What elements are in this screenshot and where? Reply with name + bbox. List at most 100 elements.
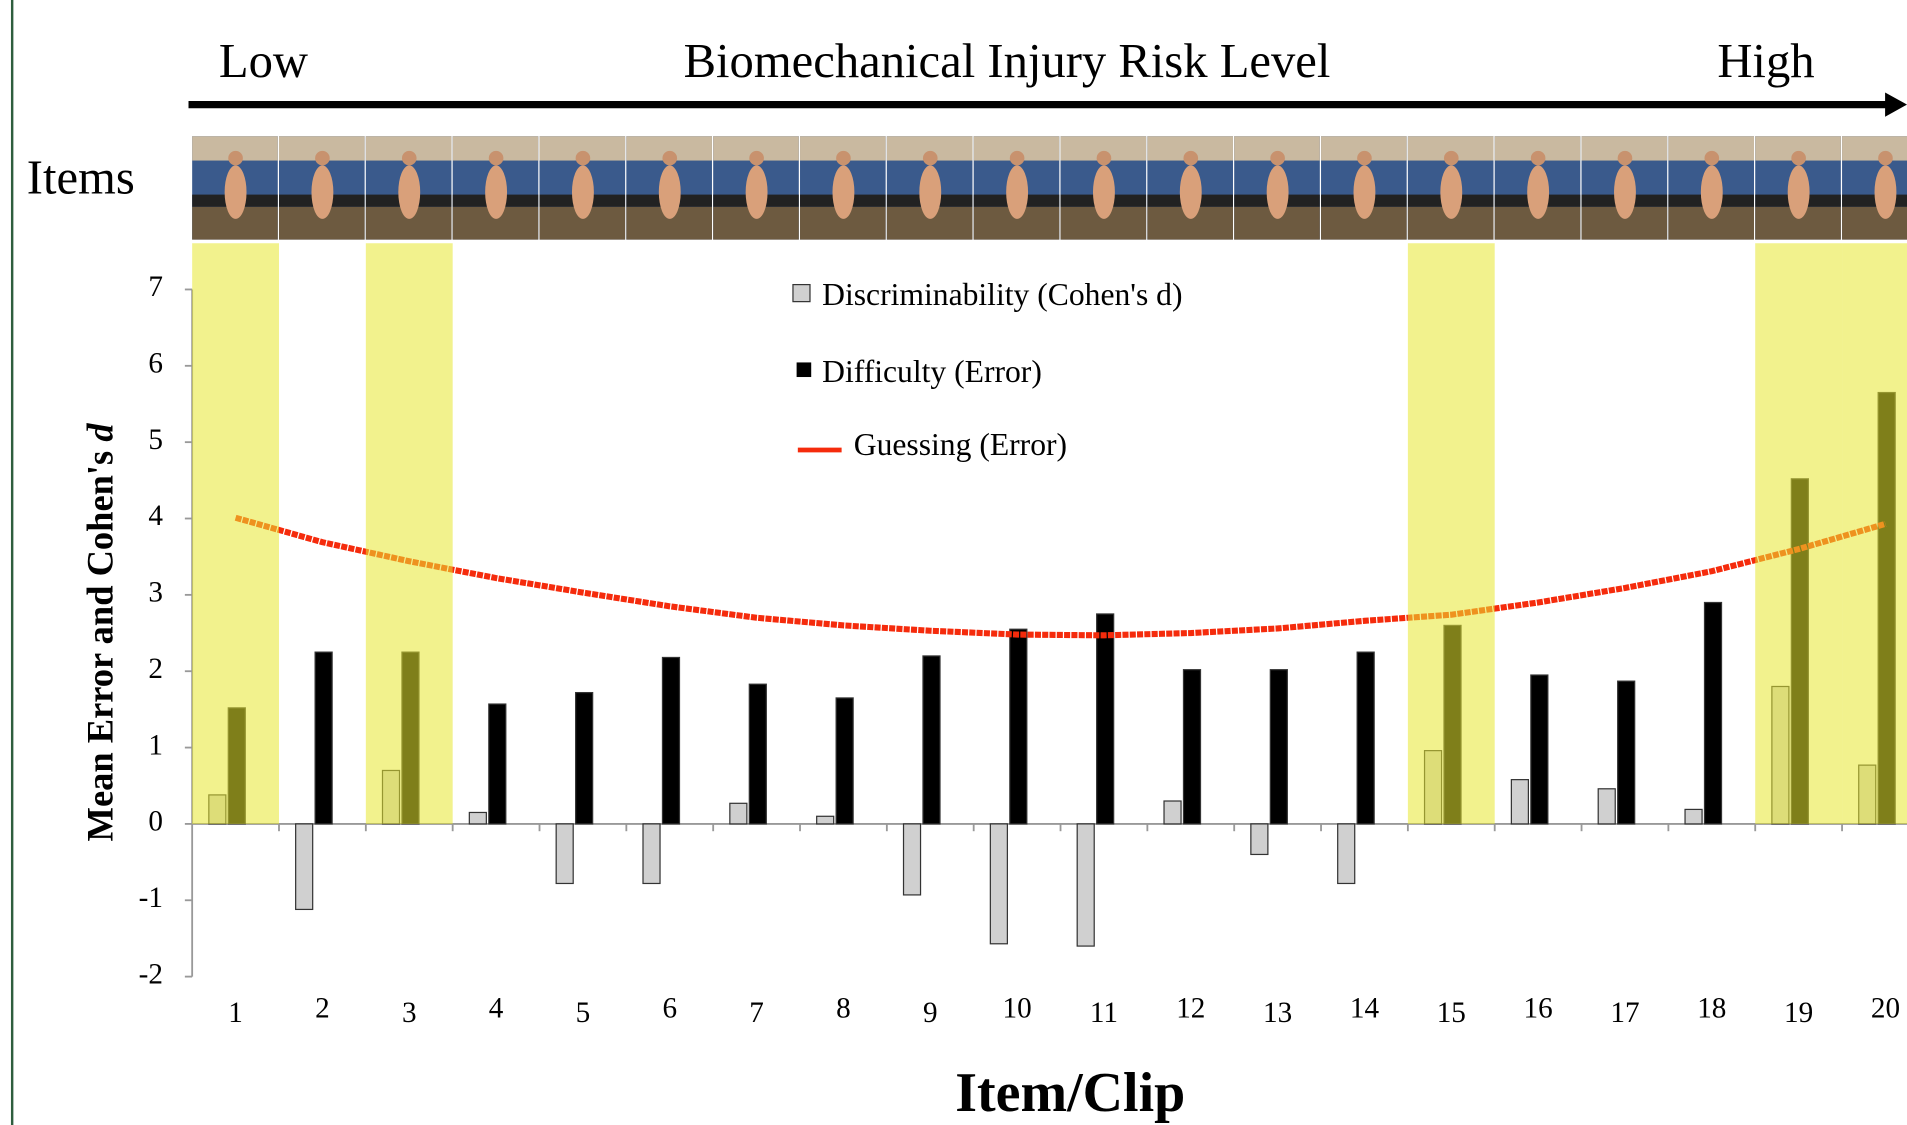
x-tick-label: 13 [1263, 997, 1292, 1029]
thumb-person [1006, 165, 1028, 219]
x-tick-label: 18 [1697, 992, 1726, 1024]
x-tick-label: 14 [1350, 992, 1380, 1024]
bar [1183, 670, 1200, 824]
y-tick-label: 7 [148, 271, 163, 303]
y-axis-label-var: d [80, 423, 121, 442]
thumb-person [398, 165, 420, 219]
highlight-band [1755, 243, 1842, 824]
thumb-floor [1842, 207, 1907, 240]
bar [315, 652, 332, 824]
thumb-person [1354, 165, 1376, 219]
x-tick-label: 17 [1610, 997, 1639, 1029]
x-tick-label: 10 [1003, 992, 1032, 1024]
thumb-head [1705, 151, 1720, 166]
thumb-head [1097, 151, 1112, 166]
chart: Low Biomechanical Injury Risk Level High… [0, 0, 1907, 1125]
thumb-person [1527, 165, 1549, 219]
thumb-head [1357, 151, 1372, 166]
thumb-head [489, 151, 504, 166]
thumb-person [1788, 165, 1810, 219]
legend-entry: Difficulty (Error) [822, 354, 1042, 389]
x-tick-label: 12 [1176, 992, 1205, 1024]
y-tick-label: 6 [148, 348, 163, 380]
y-tick-label: 3 [148, 577, 163, 609]
thumb-head [315, 151, 330, 166]
thumb-head [749, 151, 764, 166]
thumb-wall [1842, 136, 1907, 160]
thumb-person [832, 165, 854, 219]
x-tick-label: 16 [1524, 992, 1553, 1024]
x-tick-label: 6 [662, 992, 677, 1024]
x-tick-label: 9 [923, 997, 938, 1029]
thumb-head [576, 151, 591, 166]
thumb-head [402, 151, 417, 166]
bar [1010, 629, 1027, 824]
y-tick-label: -1 [139, 882, 163, 914]
x-tick-label: 20 [1871, 992, 1900, 1024]
bar [1357, 652, 1374, 824]
thumb-head [923, 151, 938, 166]
bar [904, 824, 921, 895]
x-axis-label: Item/Clip [955, 1062, 1185, 1124]
thumb-person [659, 165, 681, 219]
thumb-head [836, 151, 851, 166]
highlight-band [1408, 243, 1495, 824]
y-tick-label: 0 [148, 806, 163, 838]
legend-entry: Discriminability (Cohen's d) [822, 277, 1182, 312]
thumb-head [1531, 151, 1546, 166]
thumb-person [1180, 165, 1202, 219]
x-tick-label: 11 [1090, 997, 1118, 1029]
bar [576, 693, 593, 824]
x-tick-label: 3 [402, 997, 417, 1029]
thumb-head [1183, 151, 1198, 166]
x-tick-label: 4 [489, 992, 504, 1024]
legend-entry: Guessing (Error) [854, 427, 1067, 462]
thumb-head [1618, 151, 1633, 166]
bar [1598, 789, 1615, 824]
bar [643, 824, 660, 884]
thumb-person [1093, 165, 1115, 219]
thumb-head [1444, 151, 1459, 166]
thumb-person [1701, 165, 1723, 219]
y-tick-label: -2 [139, 958, 163, 990]
high-label: High [1717, 34, 1814, 88]
bar [1705, 602, 1722, 823]
items-label: Items [27, 151, 135, 205]
low-label: Low [219, 34, 308, 88]
bar [1164, 801, 1181, 824]
bar [836, 698, 853, 824]
x-tick-label: 2 [315, 992, 330, 1024]
bar [923, 656, 940, 824]
bar [489, 704, 506, 824]
y-tick-label: 5 [148, 424, 163, 456]
highlight-band [192, 243, 279, 824]
thumb-person [1614, 165, 1636, 219]
bar [556, 824, 573, 884]
thumb-person [485, 165, 507, 219]
bar [817, 816, 834, 824]
x-tick-label: 15 [1437, 997, 1466, 1029]
y-axis-label-text: Mean Error and Cohen's [80, 451, 121, 842]
x-tick-label: 5 [576, 997, 591, 1029]
y-tick-label: 4 [148, 500, 163, 532]
x-tick-label: 7 [749, 997, 764, 1029]
thumb-person [1440, 165, 1462, 219]
thumb-person [1875, 165, 1897, 219]
arrow-head [1885, 92, 1907, 116]
highlight-band [1842, 243, 1907, 824]
x-tick-label: 8 [836, 992, 851, 1024]
thumb-person [919, 165, 941, 219]
bar [1618, 681, 1635, 824]
bar [296, 824, 313, 910]
bar [1077, 824, 1094, 946]
legend-swatch [797, 362, 812, 377]
thumb-head [1010, 151, 1025, 166]
y-tick-label: 2 [148, 653, 163, 685]
thumb-head [1791, 151, 1806, 166]
bar [1097, 614, 1114, 824]
bar [662, 657, 679, 823]
header-title: Biomechanical Injury Risk Level [684, 34, 1331, 88]
y-axis-label: Mean Error and Cohen's d [80, 423, 121, 842]
bar [730, 803, 747, 824]
thumb-head [1270, 151, 1285, 166]
